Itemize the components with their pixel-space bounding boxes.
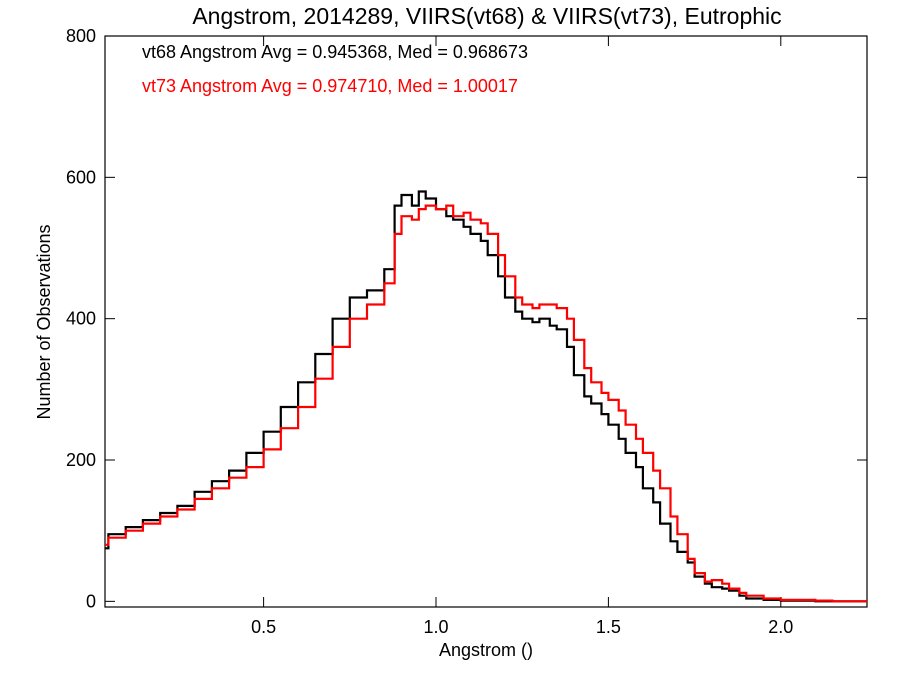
- series-line-vt73: [105, 204, 867, 603]
- plot-frame: [104, 35, 868, 608]
- annotation-vt73: vt73 Angstrom Avg = 0.974710, Med = 1.00…: [142, 76, 518, 96]
- y-axis-label: Number of Observations: [34, 224, 54, 419]
- annotation-vt68: vt68 Angstrom Avg = 0.945368, Med = 0.96…: [142, 42, 528, 62]
- y-tick-label: 0: [86, 591, 96, 611]
- x-axis-label: Angstrom (): [439, 640, 533, 660]
- x-tick-label: 1.0: [423, 617, 448, 637]
- y-axis-ticks: 0 200 400 600 800: [66, 26, 867, 611]
- y-tick-label: 200: [66, 450, 96, 470]
- series-line-vt68: [105, 190, 867, 603]
- chart-title: Angstrom, 2014289, VIIRS(vt68) & VIIRS(v…: [192, 3, 781, 29]
- y-tick-label: 400: [66, 309, 96, 329]
- x-tick-label: 1.5: [596, 617, 621, 637]
- x-tick-label: 2.0: [768, 617, 793, 637]
- y-tick-label: 600: [66, 167, 96, 187]
- x-axis-ticks: 0.5 1.0 1.5 2.0: [251, 36, 793, 637]
- series-layer: [105, 190, 867, 603]
- x-tick-label: 0.5: [251, 617, 276, 637]
- y-tick-label: 800: [66, 26, 96, 46]
